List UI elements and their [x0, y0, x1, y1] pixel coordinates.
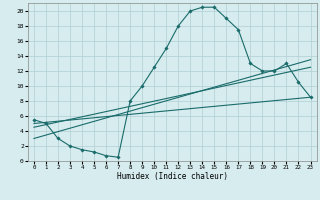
X-axis label: Humidex (Indice chaleur): Humidex (Indice chaleur): [117, 172, 228, 181]
